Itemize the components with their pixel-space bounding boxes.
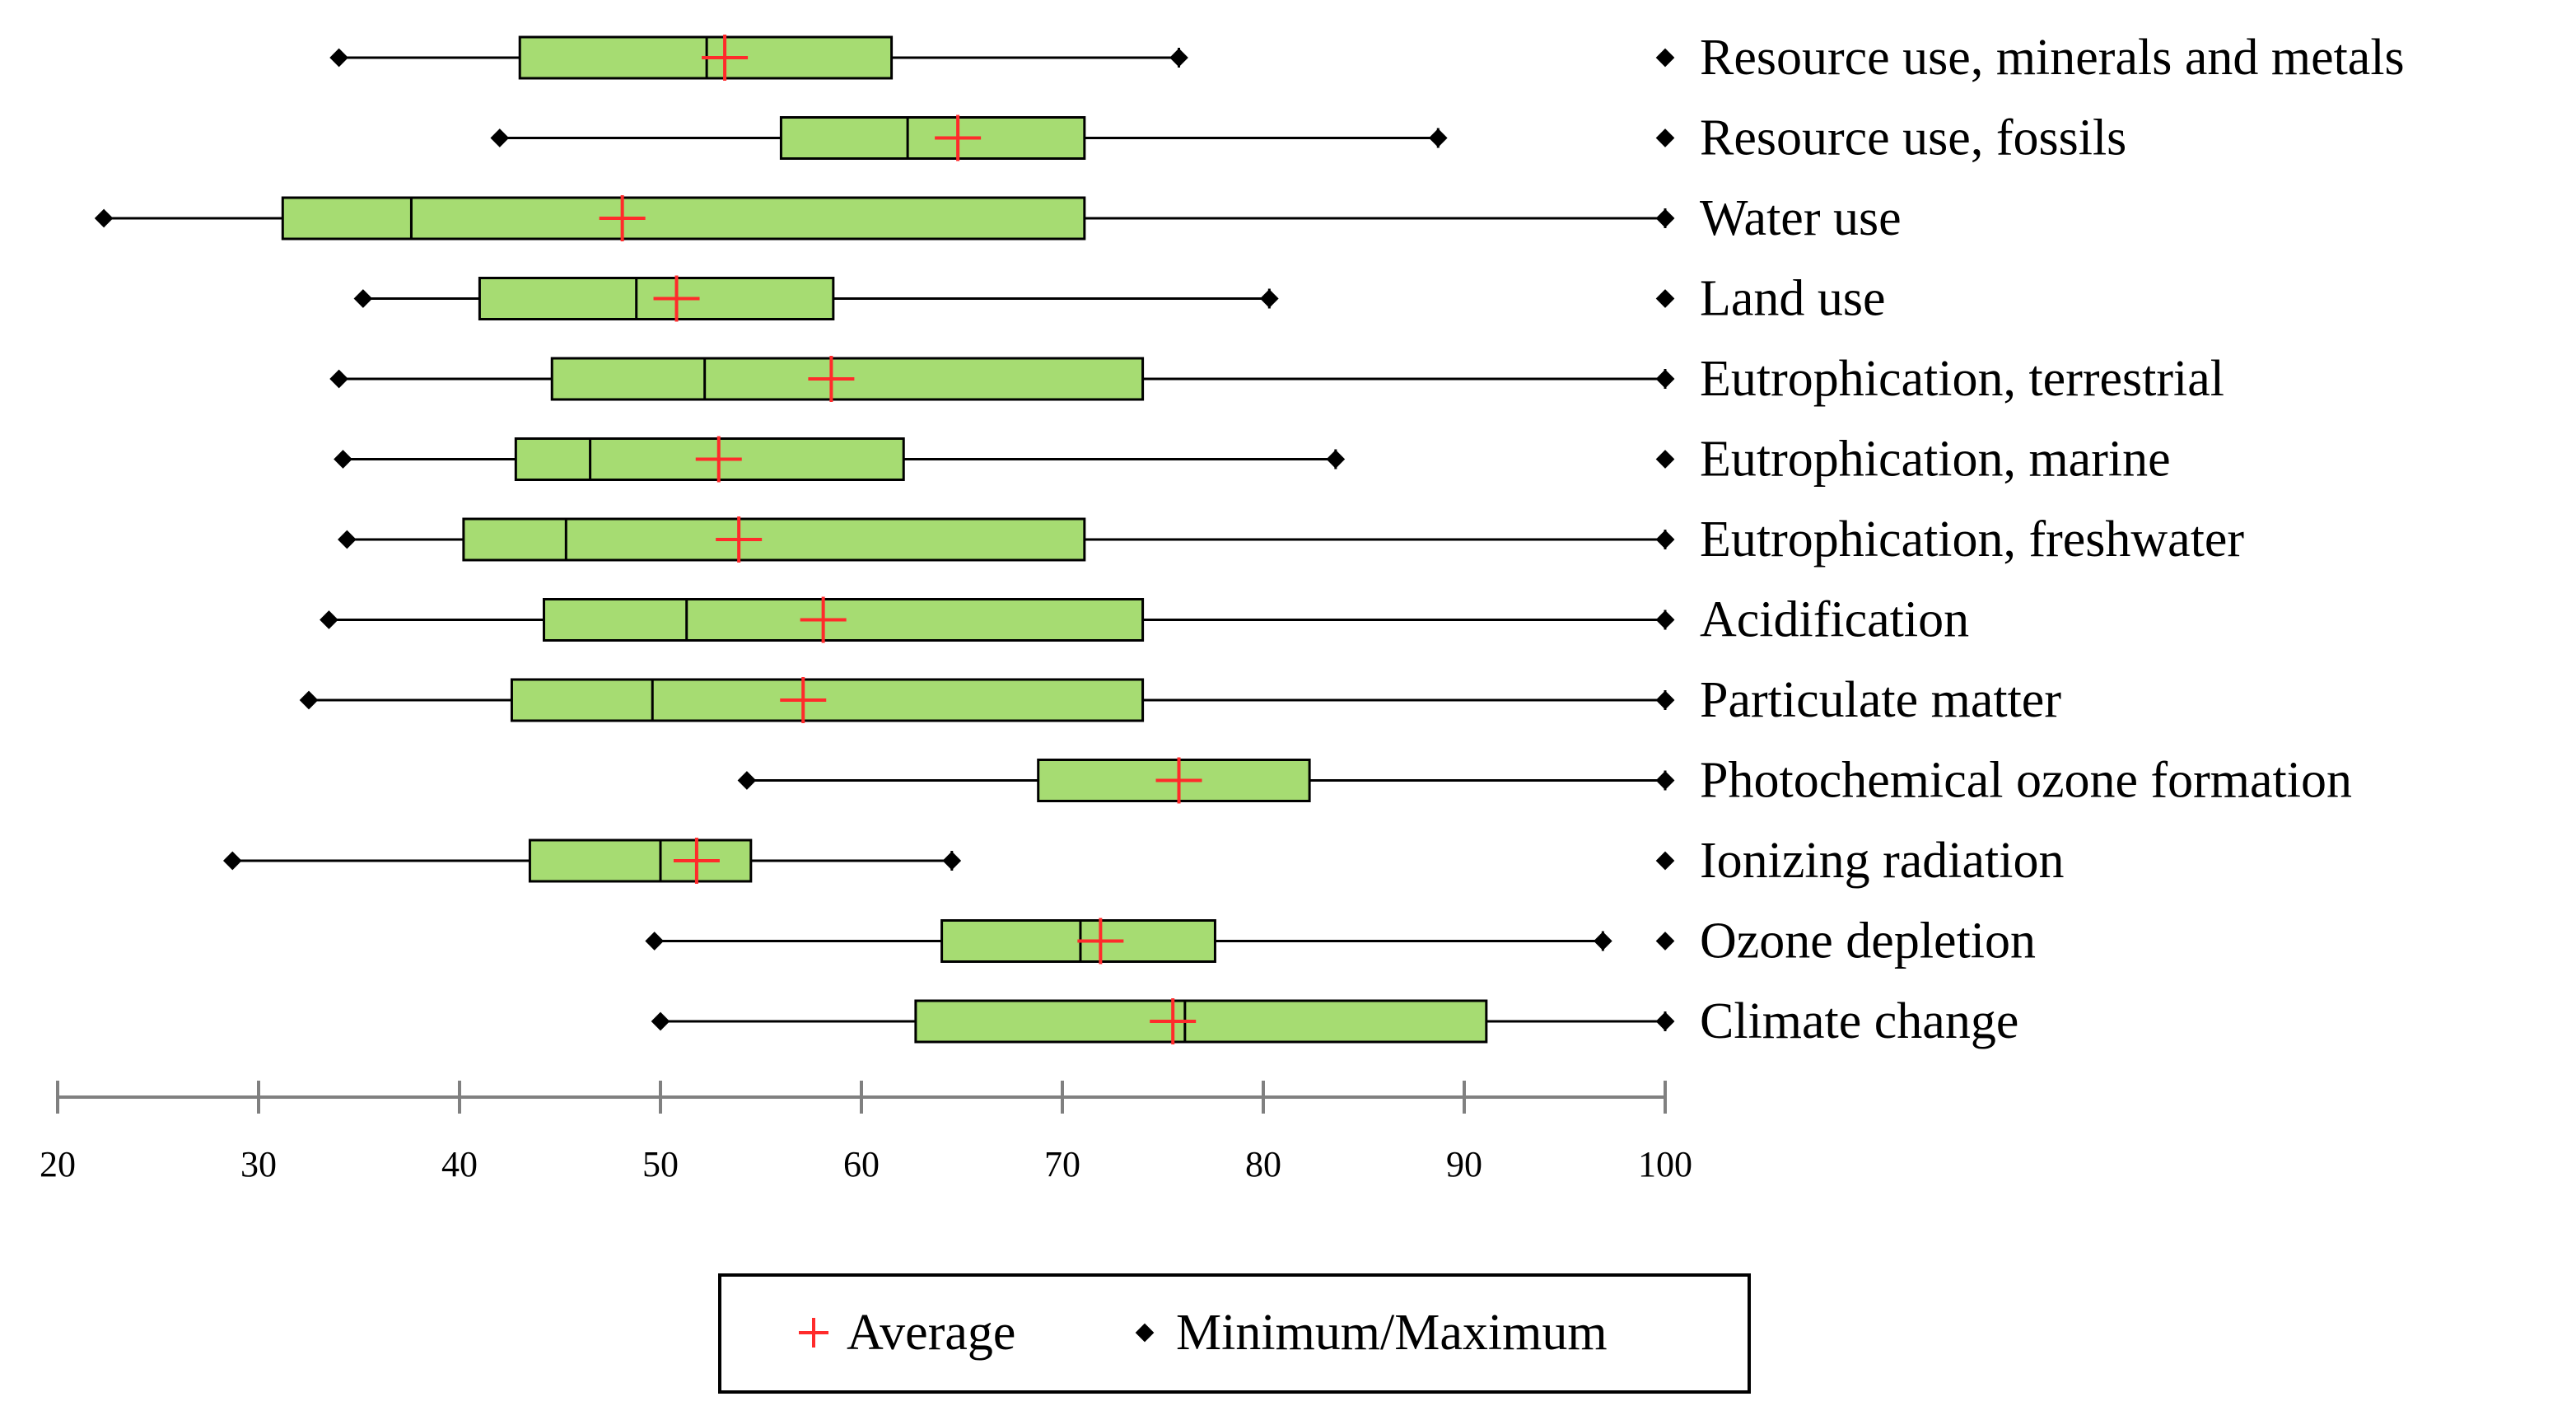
label-diamond-icon [1655,289,1675,308]
legend: Average Minimum/Maximum [718,1273,1751,1394]
label-diamond-icon [1655,128,1675,147]
category-label: Eutrophication, terrestrial [1700,351,2224,407]
box-row [299,677,1675,723]
min-marker [329,48,348,68]
diamond-icon [1135,1323,1155,1343]
max-marker [1326,450,1346,469]
category-label: Eutrophication, marine [1700,432,2171,488]
category-label: Resource use, minerals and metals [1700,30,2405,86]
average-marker [1077,918,1124,965]
category-label: Resource use, fossils [1700,110,2126,166]
max-marker [1260,289,1279,308]
x-axis: 20 30 40 50 60 70 80 90 100 [40,1081,1692,1184]
min-marker [338,530,357,549]
label-diamond-icon [1655,208,1675,228]
iqr-box [779,116,1086,160]
box-row [320,596,1675,643]
average-marker [935,114,982,161]
box-row [338,516,1675,563]
legend-item-minmax: Minimum/Maximum [1135,1305,1608,1361]
min-marker [737,771,757,790]
min-marker [320,610,338,629]
category-labels: Resource use, minerals and metals Resourc… [1655,30,2405,1049]
max-marker [1428,128,1448,147]
min-marker [490,128,510,147]
x-tick-label: 20 [40,1144,76,1184]
box-row [329,35,1188,81]
x-tick-label: 70 [1044,1144,1080,1184]
legend-label-average: Average [847,1305,1015,1361]
max-marker [1594,932,1612,951]
average-marker [695,436,742,483]
min-marker [651,1011,670,1031]
label-diamond-icon [1655,530,1675,549]
category-label: Climate change [1700,993,2018,1049]
average-marker [780,677,827,723]
legend-label-minmax: Minimum/Maximum [1176,1305,1608,1361]
category-label: Land use [1700,271,1886,327]
label-diamond-icon [1655,610,1675,629]
min-marker [645,932,664,951]
average-marker [599,195,646,241]
box-row [651,998,1675,1044]
x-tick-label: 100 [1638,1144,1692,1184]
box-row [645,918,1612,965]
label-diamond-icon [1655,771,1675,790]
max-marker [1169,48,1188,68]
average-marker [1155,757,1202,804]
legend-box [718,1273,1751,1394]
box-row [222,838,962,884]
average-marker [653,275,700,322]
label-diamond-icon [1655,690,1675,710]
average-marker [673,838,720,884]
max-marker [942,851,962,871]
min-marker [222,851,242,871]
label-diamond-icon [1655,851,1675,871]
min-marker [299,690,319,710]
box-series [94,35,1675,1044]
category-label: Ionizing radiation [1700,833,2064,889]
category-label: Photochemical ozone formation [1700,753,2352,809]
min-marker [329,369,348,389]
box-row [334,436,1346,483]
x-tick-label: 80 [1245,1144,1281,1184]
box-row [329,356,1675,402]
x-tick-label: 50 [642,1144,679,1184]
x-tick-label: 90 [1446,1144,1482,1184]
label-diamond-icon [1655,932,1675,951]
average-marker [716,516,763,563]
label-diamond-icon [1655,1011,1675,1031]
average-marker [1150,998,1197,1044]
category-label: Acidification [1700,592,1969,648]
iqr-box [281,196,1086,241]
box-row [737,757,1675,804]
x-tick-label: 30 [240,1144,277,1184]
plus-icon [799,1318,828,1348]
iqr-box [914,999,1488,1044]
min-marker [353,289,373,308]
x-tick-label: 60 [843,1144,880,1184]
average-marker [808,356,855,402]
box-row [490,114,1448,161]
box-row [94,195,1675,241]
box-row [353,275,1279,322]
category-label: Particulate matter [1700,672,2061,728]
iqr-box [462,517,1086,562]
min-marker [334,450,352,469]
x-tick-label: 40 [441,1144,478,1184]
iqr-box [510,678,1145,722]
category-label: Ozone depletion [1700,913,2036,969]
category-label: Eutrophication, freshwater [1700,511,2244,568]
category-label: Water use [1700,190,1902,246]
iqr-box [1037,759,1311,802]
label-diamond-icon [1655,48,1675,68]
label-diamond-icon [1655,450,1675,469]
legend-item-average: Average [799,1305,1015,1361]
average-marker [800,596,847,643]
label-diamond-icon [1655,369,1675,389]
average-marker [702,35,749,81]
min-marker [94,208,114,228]
